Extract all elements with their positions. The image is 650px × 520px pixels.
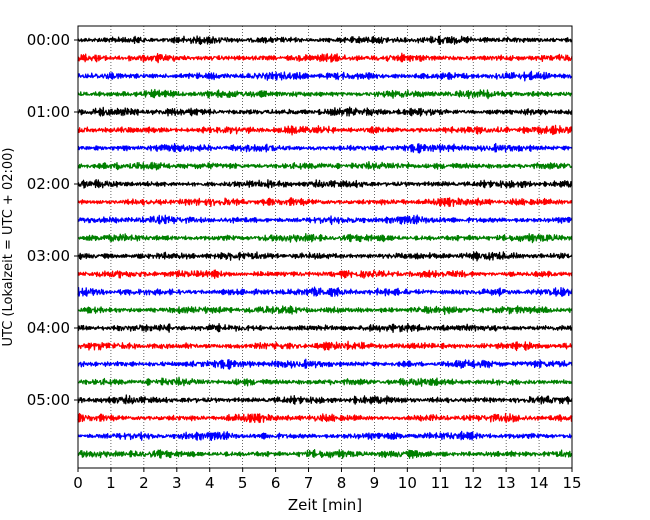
- trace-0015: [77, 52, 573, 64]
- x-tick-label: 1: [106, 474, 116, 492]
- trace-0400: [77, 322, 573, 333]
- trace-0330: [77, 286, 573, 298]
- plot-area-frame: [77, 25, 573, 469]
- trace-0445: [77, 376, 573, 387]
- trace-0515: [77, 412, 573, 424]
- trace-0100: [77, 106, 573, 117]
- x-tick-label: 13: [497, 474, 516, 492]
- y-tick-label: 04:00: [27, 319, 70, 337]
- x-tick-label: 3: [172, 474, 182, 492]
- trace-0230: [77, 214, 573, 226]
- x-tick-label: 4: [205, 474, 215, 492]
- trace-0315: [77, 269, 573, 279]
- y-tick-label: 03:00: [27, 247, 70, 265]
- seismic-traces: [77, 35, 573, 459]
- x-tick-label: 10: [398, 474, 417, 492]
- trace-0545: [77, 449, 573, 459]
- trace-0300: [77, 251, 573, 262]
- trace-0130: [77, 142, 573, 154]
- trace-0500: [77, 394, 573, 405]
- y-tick-label: 02:00: [27, 175, 70, 193]
- trace-0115: [77, 124, 573, 136]
- x-tick-label: 0: [73, 474, 83, 492]
- trace-0415: [77, 340, 573, 352]
- trace-0000: [77, 35, 573, 46]
- trace-0530: [77, 430, 573, 442]
- x-tick-label: 9: [370, 474, 380, 492]
- y-tick-label: 01:00: [27, 103, 70, 121]
- trace-0145: [77, 161, 573, 171]
- x-tick-label: 11: [431, 474, 450, 492]
- trace-0030: [77, 70, 573, 82]
- y-axis-ticks: 00:00 01:00 02:00 03:00 04:00 05:00: [27, 31, 78, 409]
- x-axis-ticks: 0 1 2 3 4 5 6 7 8 9 10 11 12 13 14 15: [73, 468, 582, 492]
- trace-0200: [77, 178, 573, 189]
- x-tick-label: 6: [271, 474, 281, 492]
- y-axis-label: UTC (Lokalzeit = UTC + 02:00): [1, 148, 16, 347]
- trace-0430: [77, 358, 573, 370]
- y-tick-label: 00:00: [27, 31, 70, 49]
- trace-0045: [77, 88, 573, 100]
- x-tick-label: 8: [337, 474, 347, 492]
- x-tick-label: 12: [464, 474, 483, 492]
- x-tick-label: 7: [304, 474, 314, 492]
- trace-0215: [77, 197, 573, 208]
- x-tick-label: 2: [139, 474, 149, 492]
- y-tick-label: 05:00: [27, 391, 70, 409]
- x-tick-label: 15: [562, 474, 581, 492]
- trace-0245: [77, 233, 573, 244]
- x-tick-label: 5: [238, 474, 248, 492]
- trace-0345: [77, 305, 573, 316]
- x-tick-label: 14: [530, 474, 549, 492]
- x-axis-label: Zeit [min]: [288, 496, 362, 514]
